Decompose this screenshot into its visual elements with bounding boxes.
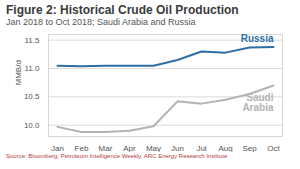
svg-text:Aug: Aug	[218, 144, 232, 152]
html-text:Jan 2018 to Oct 2018; Saudi Ar: Jan 2018 to Oct 2018; Saudi Arabia and R…	[6, 17, 196, 27]
svg-text:Feb: Feb	[75, 144, 89, 152]
svg-text:11.0: 11.0	[25, 64, 41, 73]
svg-text:May: May	[146, 144, 161, 152]
svg-text:SaudiArabia: SaudiArabia	[242, 92, 274, 113]
svg-text:10.0: 10.0	[24, 121, 40, 130]
svg-text:10.5: 10.5	[24, 92, 40, 101]
html-text:Figure 2: Historical Crude Oil: Figure 2: Historical Crude Oil Productio…	[6, 3, 239, 17]
svg-text:Oct: Oct	[267, 144, 280, 152]
svg-text:Apr: Apr	[123, 144, 136, 152]
svg-text:MMB/d: MMB/d	[14, 60, 23, 85]
svg-text:Mar: Mar	[99, 144, 113, 152]
svg-text:Sep: Sep	[242, 144, 257, 152]
svg-text:Russia: Russia	[241, 33, 274, 44]
svg-text:Jan: Jan	[51, 144, 64, 152]
svg-text:Jun: Jun	[171, 144, 184, 152]
html-text:Source: Bloomberg, Petroleum I: Source: Bloomberg, Petroleum Intelligenc…	[6, 153, 228, 159]
svg-text:11.5: 11.5	[25, 36, 41, 45]
svg-text:Jul: Jul	[196, 144, 206, 152]
